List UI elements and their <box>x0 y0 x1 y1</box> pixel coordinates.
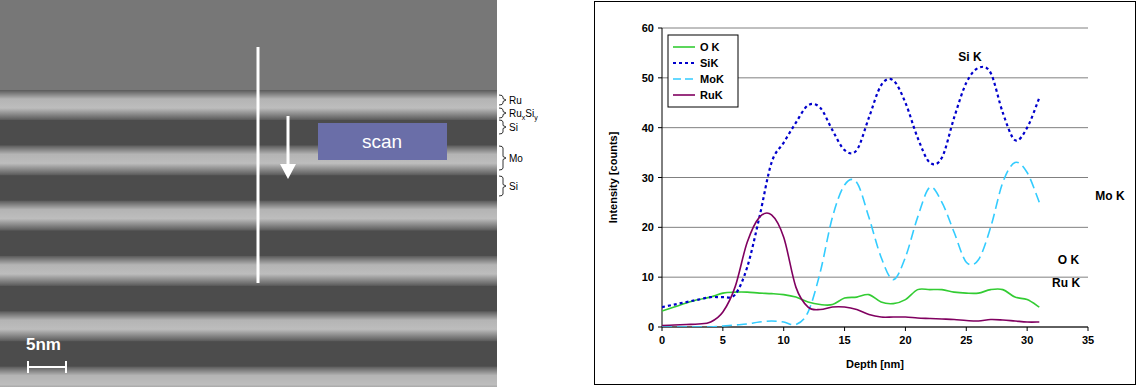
scan-arrow-shaft <box>287 116 290 168</box>
x-tick-label: 25 <box>960 334 972 346</box>
x-axis <box>662 327 1088 328</box>
x-tick-label: 5 <box>720 334 726 346</box>
x-tick <box>662 327 663 331</box>
annotation: O K <box>1058 253 1080 267</box>
label-part: Ru <box>509 95 522 106</box>
y-tick <box>658 277 662 278</box>
scale-bar-end <box>27 361 29 373</box>
x-tick-label: 35 <box>1082 334 1094 346</box>
label-part: Ru <box>509 108 522 119</box>
light-band <box>0 201 497 231</box>
layer-label: Si <box>509 122 518 133</box>
grid-line <box>662 28 1088 29</box>
legend-swatch <box>673 78 695 80</box>
grid-line <box>662 127 1088 128</box>
scale-bar-label: 5nm <box>26 335 61 354</box>
layer-labels: RuRuxSiySiMoSi <box>499 95 538 197</box>
annotation: Ru K <box>1052 276 1080 290</box>
label-part: y <box>534 114 538 122</box>
bracket <box>499 176 506 196</box>
annotations: Si K Mo K O K Ru K <box>958 50 1125 290</box>
series-line <box>662 162 1039 327</box>
legend-label: RuK <box>700 89 723 101</box>
axes: 0 10 20 30 40 50 60 0 5 10 15 20 25 30 35 Depth [nm] Int… <box>607 22 1094 370</box>
x-tick-label: 10 <box>778 334 790 346</box>
bracket <box>499 120 506 134</box>
annotation: Mo K <box>1095 189 1125 203</box>
y-tick-label: 10 <box>642 271 654 283</box>
light-band <box>0 311 497 341</box>
series-line <box>662 213 1039 326</box>
y-tick <box>658 127 662 128</box>
y-axis <box>662 28 663 327</box>
y-tick-label: 50 <box>642 72 654 84</box>
x-tick-label: 15 <box>838 334 850 346</box>
y-tick <box>658 28 662 29</box>
legend-swatch <box>673 46 695 48</box>
x-tick-label: 0 <box>659 334 665 346</box>
scan-line <box>257 47 260 283</box>
y-tick <box>658 327 662 328</box>
y-tick <box>658 177 662 178</box>
bracket <box>499 95 506 105</box>
legend-label: SiK <box>700 57 718 69</box>
label-part: Si <box>509 122 518 133</box>
layer-label: Si <box>509 181 518 192</box>
light-band <box>0 367 497 387</box>
scale-bar <box>28 366 66 368</box>
grid-line <box>662 177 1088 178</box>
y-tick <box>658 227 662 228</box>
legend-label: O K <box>700 41 720 53</box>
y-axis-title: Intensity [counts] <box>607 131 619 223</box>
grid-line <box>662 227 1088 228</box>
legend-swatch <box>673 62 695 64</box>
y-tick <box>658 77 662 78</box>
chart-frame <box>595 2 1136 385</box>
legend: O K SiK MoK RuK <box>668 35 738 107</box>
label-part: Si <box>509 181 518 192</box>
scan-label: scan <box>362 131 402 152</box>
y-tick-label: 20 <box>642 221 654 233</box>
x-axis-title: Depth [nm] <box>846 358 904 370</box>
annotation: Si K <box>958 50 982 64</box>
x-tick <box>844 327 845 331</box>
scan-arrow-head <box>280 164 296 179</box>
bracket <box>499 108 506 118</box>
x-tick <box>1027 327 1028 331</box>
legend-label: MoK <box>700 73 724 85</box>
scale-bar-end <box>65 361 67 373</box>
light-band <box>0 90 497 120</box>
scan-box <box>318 123 447 160</box>
x-tick <box>722 327 723 331</box>
x-tick <box>783 327 784 331</box>
micrograph: scan 5nm <box>0 0 497 387</box>
light-band <box>0 256 497 286</box>
x-tick-label: 30 <box>1021 334 1033 346</box>
x-tick <box>966 327 967 331</box>
y-tick-label: 30 <box>642 172 654 184</box>
cap-layer <box>0 0 497 90</box>
figure: scan5nmRuRuxSiySiMoSi0102030405060051015… <box>0 0 1138 387</box>
layer-label: Ru <box>509 95 522 106</box>
grid-line <box>662 327 1088 328</box>
y-tick-label: 40 <box>642 122 654 134</box>
x-tick-label: 20 <box>899 334 911 346</box>
micrograph-ground <box>0 0 497 387</box>
x-tick <box>1088 327 1089 331</box>
y-tick-label: 60 <box>642 22 654 34</box>
layer-label: RuxSiy <box>509 108 538 122</box>
legend-box <box>668 35 738 107</box>
layer-label: Mo <box>509 153 523 164</box>
x-tick <box>905 327 906 331</box>
label-part: Si <box>525 108 534 119</box>
legend-swatch <box>673 94 695 96</box>
grid-line <box>662 277 1088 278</box>
y-tick-label: 0 <box>648 321 654 333</box>
bracket <box>499 146 506 170</box>
label-part: Mo <box>509 153 523 164</box>
